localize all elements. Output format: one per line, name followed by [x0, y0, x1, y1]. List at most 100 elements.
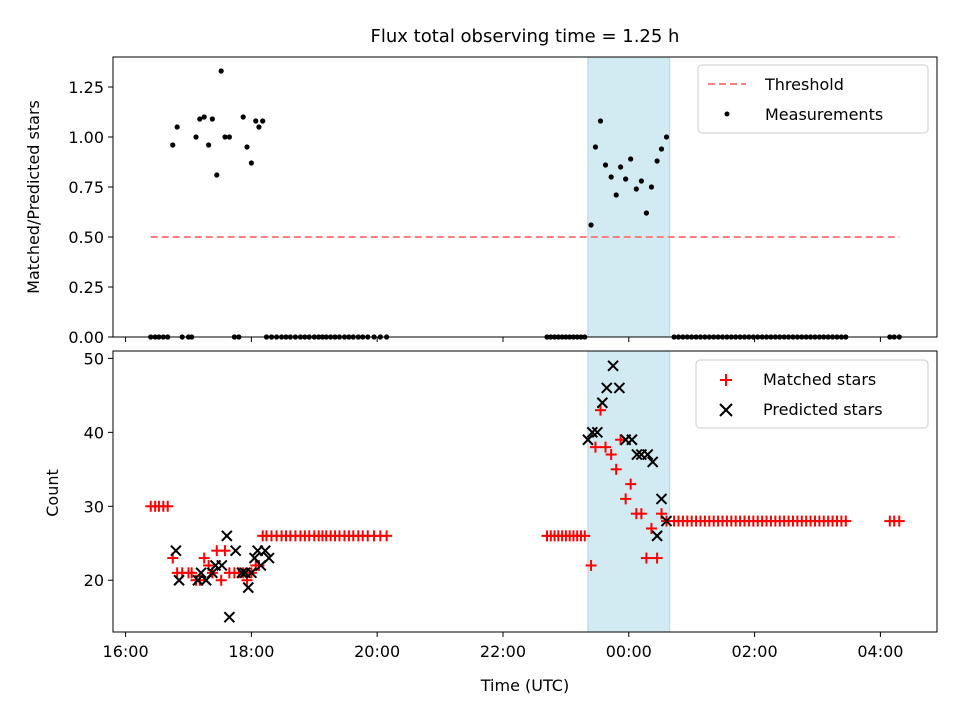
matched-star-marker	[579, 530, 591, 542]
top-y-axis-ticks: 0.00 0.25 0.50 0.75 1.00 1.25	[68, 78, 113, 347]
top-y-axis-label: Matched/Predicted stars	[24, 100, 43, 294]
y-tick-label: 40	[84, 423, 104, 442]
x-tick-label: 00:00	[606, 642, 652, 661]
matched-star-marker	[840, 515, 852, 527]
top-legend: Threshold Measurements	[697, 64, 929, 134]
matched-star-marker	[162, 500, 174, 512]
predicted-star-marker	[206, 567, 219, 579]
matched-star-markers	[145, 404, 905, 586]
predicted-star-marker	[641, 448, 654, 461]
measurement-point	[214, 172, 220, 178]
predicted-star-marker	[221, 530, 233, 542]
predicted-star-marker	[660, 515, 673, 527]
predicted-star-marker	[582, 434, 594, 446]
bottom-legend-box	[695, 359, 929, 429]
matched-star-marker	[198, 552, 210, 564]
matched-star-marker	[605, 449, 617, 461]
y-tick-label: 0.25	[68, 278, 104, 297]
measurement-point	[218, 68, 224, 74]
predicted-star-marker	[245, 567, 258, 579]
matched-star-marker	[893, 515, 905, 527]
measurement-point	[253, 118, 259, 124]
matched-star-marker	[625, 478, 637, 490]
measurement-point	[170, 142, 176, 148]
predicted-star-marker	[586, 426, 599, 439]
y-tick-label: 20	[84, 571, 104, 590]
legend-threshold-label: Threshold	[764, 75, 844, 94]
top-panel: 0.00 0.25 0.50 0.75 1.00 1.25 Matched/Predict…	[24, 56, 938, 347]
measurement-point	[592, 144, 599, 150]
legend-measurements-label: Measurements	[765, 105, 883, 124]
legend-measurements-swatch	[724, 111, 730, 117]
matched-star-marker	[186, 567, 198, 579]
measurement-point	[602, 162, 609, 168]
measurement-point	[638, 178, 644, 184]
x-tick-label: 22:00	[480, 642, 526, 661]
bottom-legend: Matched stars Predicted stars	[695, 359, 929, 429]
predicted-star-marker	[631, 448, 643, 461]
measurement-point	[244, 144, 250, 150]
predicted-star-marker	[195, 567, 207, 579]
x-tick-label: 04:00	[857, 642, 903, 661]
matched-star-marker	[651, 552, 663, 564]
x-tick-label: 16:00	[103, 642, 149, 661]
measurement-point	[663, 134, 670, 140]
measurement-point	[618, 164, 624, 170]
y-tick-label: 1.25	[68, 78, 104, 97]
bottom-y-axis-label: Count	[43, 469, 62, 517]
measurement-point	[608, 174, 614, 180]
chart-title: Flux total observing time = 1.25 h	[371, 26, 680, 47]
matched-star-marker	[610, 463, 622, 475]
legend-matched-label: Matched stars	[763, 370, 876, 389]
matched-star-marker	[589, 441, 601, 453]
predicted-star-marker	[263, 552, 275, 564]
measurement-point	[654, 158, 660, 164]
measurement-point	[206, 142, 212, 148]
measurement-points	[148, 68, 902, 340]
measurement-point	[222, 134, 228, 140]
x-axis-label: Time (UTC)	[480, 676, 569, 695]
matched-star-marker	[645, 522, 657, 534]
measurement-point	[226, 134, 232, 140]
predicted-star-marker	[596, 397, 609, 409]
measurement-point	[248, 160, 254, 166]
top-shaded-region	[587, 57, 671, 337]
matched-star-marker	[594, 404, 606, 416]
matched-star-marker	[620, 493, 632, 505]
bottom-y-axis-ticks: 20 30 40 50	[84, 349, 113, 590]
predicted-star-marker	[607, 360, 619, 372]
measurement-point	[597, 118, 604, 124]
y-tick-label: 1.00	[68, 128, 104, 147]
measurement-point	[658, 146, 665, 152]
measurement-point	[260, 118, 266, 124]
y-tick-label: 30	[84, 497, 104, 516]
measurement-point	[174, 124, 180, 130]
measurement-point	[643, 210, 649, 216]
predicted-star-marker	[173, 574, 185, 586]
measurement-point	[193, 134, 199, 140]
top-plot-frame	[112, 56, 938, 338]
predicted-star-marker	[601, 382, 613, 394]
measurement-point	[256, 124, 262, 130]
predicted-star-marker	[236, 567, 248, 579]
matched-star-marker	[635, 508, 647, 520]
x-tick-label: 18:00	[228, 642, 274, 661]
predicted-star-marker	[223, 611, 236, 623]
legend-matched-swatch	[720, 374, 732, 386]
top-x-axis-ticks	[125, 337, 881, 342]
measurement-point	[633, 186, 639, 192]
matched-star-marker	[381, 530, 393, 542]
predicted-star-marker	[192, 574, 204, 586]
matched-star-marker	[215, 574, 227, 586]
x-tick-label: 02:00	[732, 642, 778, 661]
bottom-panel: 20 30 40 50 16:00 18:00 20:00 22:00 00:00 02:00 0…	[43, 349, 938, 695]
measurement-point	[613, 192, 619, 198]
bottom-shaded-region	[587, 351, 671, 632]
y-tick-label: 0.50	[68, 228, 104, 247]
measurement-point	[209, 116, 215, 122]
y-tick-label: 0.75	[68, 178, 104, 197]
top-legend-box	[697, 64, 929, 134]
measurement-point	[197, 116, 203, 122]
measurement-point	[648, 184, 655, 190]
